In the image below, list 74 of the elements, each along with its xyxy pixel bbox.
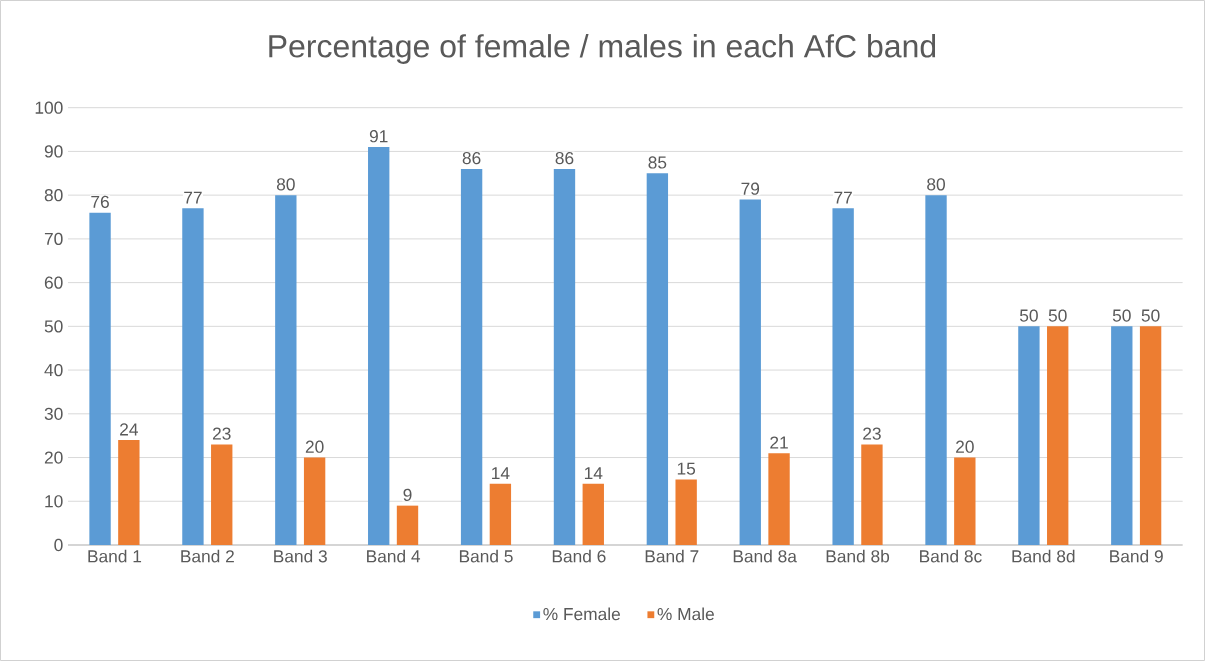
data-label: 24 [120, 423, 138, 436]
bar [1111, 326, 1133, 545]
data-label: 77 [184, 191, 202, 204]
data-label: 50 [1112, 309, 1131, 322]
data-label: 80 [276, 178, 295, 191]
y-tick-label: 60 [44, 276, 63, 289]
bar [675, 479, 697, 545]
x-tick-label: Band 4 [367, 549, 421, 563]
y-tick-label: 100 [35, 101, 63, 114]
bar [396, 505, 419, 545]
bar [460, 168, 483, 545]
y-tick-label: 70 [44, 232, 63, 246]
y-tick-label: 50 [44, 320, 63, 333]
y-tick-label: 90 [44, 145, 63, 158]
bar [489, 483, 512, 545]
data-label: 21 [770, 436, 788, 449]
bar [211, 444, 233, 545]
data-label: 85 [648, 156, 667, 169]
x-tick-label: Band 1 [88, 549, 142, 563]
bar [954, 457, 976, 545]
bar [89, 212, 111, 545]
data-label: 50 [1048, 309, 1067, 322]
data-label: 76 [91, 195, 109, 208]
x-tick-label: Band 9 [1110, 549, 1163, 563]
legend-label: % Male [657, 607, 714, 621]
x-tick-label: Band 6 [552, 549, 606, 563]
y-tick-label: 80 [44, 189, 63, 202]
bar [368, 147, 390, 545]
data-label: 91 [369, 130, 388, 143]
bar [646, 173, 669, 545]
x-tick-label: Band 8d [1012, 549, 1075, 563]
bar [582, 483, 604, 545]
x-tick-label: Band 2 [181, 549, 234, 563]
bar [303, 457, 326, 545]
bar [1047, 326, 1069, 545]
y-tick-label: 0 [54, 538, 63, 552]
x-tick-label: Band 3 [274, 549, 327, 563]
chart-title: Percentage of female / males in each AfC band [269, 34, 936, 64]
y-tick-label: 10 [45, 495, 63, 508]
data-label: 20 [305, 440, 324, 453]
bar [925, 195, 947, 545]
bar [1018, 326, 1040, 545]
data-label: 9 [403, 488, 412, 501]
x-tick-label: Band 8a [733, 549, 797, 563]
data-label: 50 [1141, 309, 1160, 322]
bar [739, 199, 761, 545]
data-label: 14 [492, 467, 510, 480]
bar [275, 195, 297, 545]
bar [553, 168, 576, 545]
data-label: 86 [555, 151, 574, 165]
data-label: 86 [462, 151, 481, 165]
bar [182, 208, 204, 545]
bar [118, 440, 140, 545]
y-tick-label: 20 [44, 451, 63, 464]
data-label: 23 [863, 427, 881, 440]
data-label: 14 [584, 467, 603, 480]
bar [1139, 326, 1162, 545]
data-label: 79 [741, 182, 760, 195]
data-label: 20 [956, 440, 974, 453]
x-tick-label: Band 7 [645, 549, 699, 563]
x-tick-label: Band 8c [920, 549, 982, 563]
legend-label: % Female [543, 607, 620, 621]
data-label: 15 [677, 462, 696, 475]
x-tick-label: Band 8b [826, 549, 890, 563]
bar [768, 453, 790, 545]
data-label: 80 [927, 178, 945, 191]
bar [861, 444, 883, 545]
data-label: 50 [1019, 309, 1038, 322]
bar [832, 208, 854, 545]
y-tick-label: 40 [44, 363, 63, 377]
y-tick-label: 30 [44, 407, 63, 420]
data-label: 77 [834, 191, 852, 204]
data-label: 23 [212, 427, 231, 440]
x-tick-label: Band 5 [459, 549, 513, 563]
